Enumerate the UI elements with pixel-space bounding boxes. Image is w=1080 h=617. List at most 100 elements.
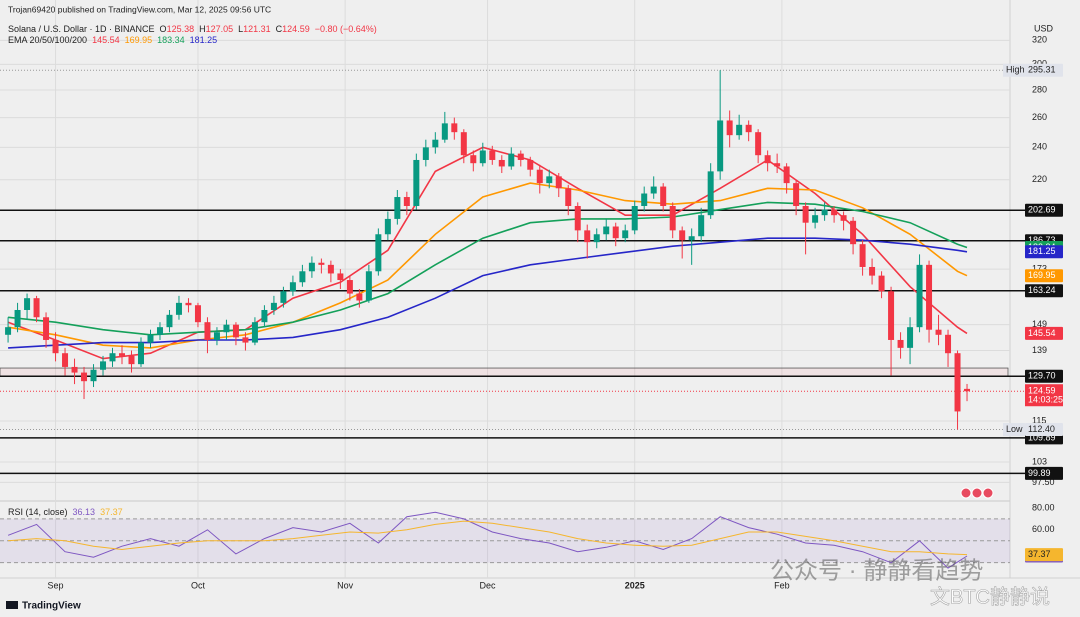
ohlc-value: 121.31 (243, 24, 271, 34)
candle-body (726, 120, 733, 136)
rsi-value: 37.37 (100, 507, 123, 517)
ohlc-key: H (199, 24, 206, 34)
candle-body (707, 171, 714, 216)
candle-body (175, 302, 182, 315)
candle-body (821, 209, 828, 216)
candle-body (698, 215, 705, 237)
candle-body (137, 342, 144, 365)
candle-body (603, 226, 610, 235)
candle-body (394, 197, 401, 219)
ema-tag (1025, 326, 1063, 340)
candle-body (441, 123, 448, 140)
candle-body (907, 327, 914, 348)
candle-body (935, 329, 942, 335)
ema-value: 181.25 (190, 35, 218, 45)
extreme-tag-label: 295.31 (1028, 65, 1056, 75)
candle-body (555, 176, 562, 189)
extreme-name: High (1006, 65, 1025, 75)
extreme-tag (1025, 423, 1063, 437)
countdown: 14:03:25 (1028, 395, 1063, 405)
candle-body (251, 322, 258, 343)
candle-body (736, 124, 743, 136)
rsi-value: 36.13 (73, 507, 96, 517)
candle-body (783, 166, 790, 184)
candle-body (717, 120, 724, 172)
candle-body (270, 302, 277, 310)
rsi-legend: RSI (14, close) 36.13 37.37 (8, 507, 123, 517)
candle-body (62, 353, 69, 367)
candle-body (859, 244, 866, 267)
level-tag-label: 163.24 (1028, 285, 1056, 295)
candle-body (451, 123, 458, 133)
candle-body (308, 262, 315, 272)
candle-body (156, 327, 163, 335)
candle-body (194, 305, 201, 323)
candle-body (793, 183, 800, 206)
candle-body (52, 339, 59, 354)
rsi-tick-label: 80.00 (1032, 502, 1055, 512)
level-tag-label: 109.89 (1028, 432, 1056, 442)
candle-body (840, 215, 847, 221)
candle-body (213, 332, 220, 340)
flag-icons (960, 487, 994, 499)
ema-tag (1025, 245, 1063, 259)
candle-body (223, 324, 230, 333)
ema-line (8, 237, 968, 349)
extreme-tag (1025, 63, 1063, 77)
watermark: 文BTC静静说 (930, 585, 1050, 608)
extreme-name-box (1003, 63, 1025, 77)
y-tick-label: 115 (1032, 415, 1046, 425)
level-tag (1025, 203, 1063, 217)
x-tick-label: Sep (48, 580, 64, 590)
candle-body (90, 369, 97, 382)
x-tick-label: Nov (337, 580, 354, 590)
candle-body (232, 324, 239, 338)
candle-body (536, 169, 543, 184)
extreme-name: Low (1006, 424, 1023, 434)
rsi-tick-label: 60.00 (1032, 524, 1055, 534)
candle-body (337, 273, 344, 281)
candle-body (24, 298, 31, 310)
candle-body (945, 334, 952, 354)
y-tick-label: 260 (1032, 112, 1047, 122)
ohlc-key: O (160, 24, 167, 34)
extreme-name-box (1003, 423, 1025, 437)
candle-body (574, 205, 581, 231)
currency: USD (1034, 23, 1054, 33)
ema-legend: EMA 20/50/100/200 145.54 169.95 183.34 181.2… (8, 35, 217, 45)
candle-body (584, 230, 591, 243)
price-tag-label: 124.59 (1028, 386, 1056, 396)
ohlc-key: L (238, 24, 243, 34)
candle-body (612, 226, 619, 239)
level-tag (1025, 284, 1063, 298)
candle-body (346, 280, 353, 294)
ema-value: 169.95 (125, 35, 153, 45)
candle-body (128, 355, 135, 365)
symbol-title: Solana / U.S. Dollar · 1D · BINANCE (8, 24, 155, 34)
y-tick-label: 149 (1032, 319, 1047, 329)
candle-body (926, 264, 933, 330)
candle-body (954, 353, 961, 412)
level-tag (1025, 466, 1063, 480)
publisher: Trojan69420 published on TradingView.com… (8, 4, 271, 14)
candle-body (527, 159, 534, 170)
candle-body (5, 327, 12, 335)
ema-value: 183.34 (157, 35, 185, 45)
candle-body (356, 293, 363, 301)
candle-body (71, 366, 78, 373)
ema-line (7, 146, 968, 360)
candle-body (432, 139, 439, 148)
ema-tag-label: 181.25 (1028, 246, 1056, 256)
rsi-tag-label: 37.37 (1028, 549, 1051, 559)
candle-body (755, 132, 762, 156)
candle-body (878, 275, 885, 292)
candle-body (831, 209, 838, 216)
candle-body (774, 163, 781, 167)
y-tick-label: 97.50 (1032, 477, 1055, 487)
candle-body (100, 361, 107, 370)
candle-body (318, 262, 325, 265)
candle-body (802, 205, 809, 223)
candle-body (745, 124, 752, 133)
candle-body (508, 153, 515, 167)
ema-tag-label: 145.54 (1028, 328, 1056, 338)
